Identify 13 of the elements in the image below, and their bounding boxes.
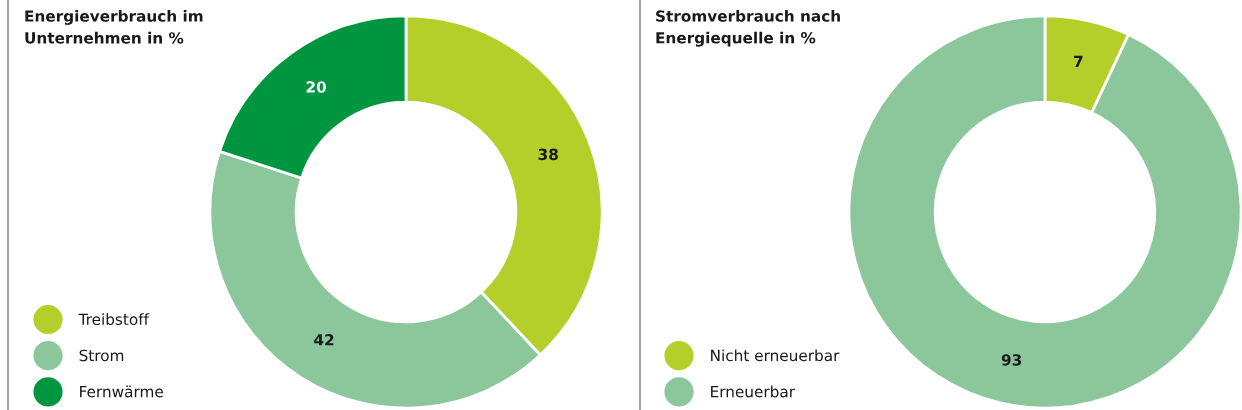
data-label: 38 xyxy=(538,148,558,161)
legend-label: Treibstoff xyxy=(78,313,150,326)
legend-label: Erneuerbar xyxy=(711,385,796,398)
data-label: 93 xyxy=(1001,354,1022,366)
chart-title: Energieverbrauch im Unternehmen in % xyxy=(25,10,203,44)
data-label: 7 xyxy=(1074,55,1083,67)
chart-title: Stromverbrauch nach Energiequelle in % xyxy=(656,10,840,47)
legend-label: Fernwärme xyxy=(80,385,163,398)
donut-slice xyxy=(847,14,1242,410)
data-label: 20 xyxy=(306,81,326,93)
legend-label: Strom xyxy=(79,349,124,362)
legend-label: Nicht erneuerbar xyxy=(711,349,840,362)
data-label: 42 xyxy=(314,334,334,346)
